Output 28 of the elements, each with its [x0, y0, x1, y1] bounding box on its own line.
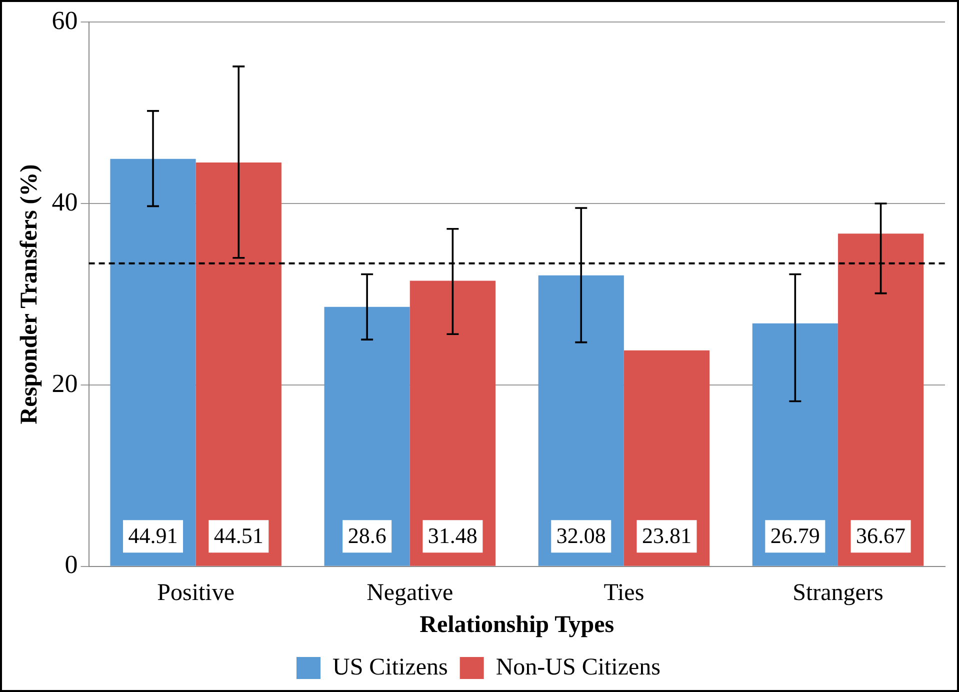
bar — [196, 162, 282, 566]
legend-label: US Citizens — [332, 654, 448, 680]
y-tick-label: 60 — [52, 6, 78, 35]
data-label: 32.08 — [556, 523, 606, 548]
x-tick-label: Positive — [157, 580, 234, 606]
bar — [838, 234, 924, 566]
data-label: 26.79 — [770, 523, 820, 548]
data-label: 31.48 — [428, 523, 478, 548]
bar — [410, 280, 496, 566]
y-tick-label: 40 — [52, 187, 78, 216]
data-label: 36.67 — [856, 523, 906, 548]
legend-label: Non-US Citizens — [496, 654, 661, 680]
y-tick-label: 20 — [52, 368, 78, 398]
data-label: 23.81 — [642, 523, 692, 548]
data-label: 28.6 — [348, 523, 386, 548]
y-tick-label: 0 — [64, 550, 78, 580]
data-label: 44.91 — [128, 523, 178, 548]
bar — [624, 350, 710, 566]
x-tick-label: Ties — [604, 580, 644, 606]
bar — [110, 158, 196, 566]
x-axis-title: Relationship Types — [420, 612, 614, 638]
bar — [324, 306, 410, 566]
x-tick-label: Strangers — [792, 580, 884, 606]
bar — [538, 275, 624, 566]
data-label: 44.51 — [214, 523, 264, 548]
x-tick-label: Negative — [366, 580, 454, 606]
bar — [752, 323, 838, 566]
y-axis-title: Responder Transfers (%) — [16, 164, 43, 424]
